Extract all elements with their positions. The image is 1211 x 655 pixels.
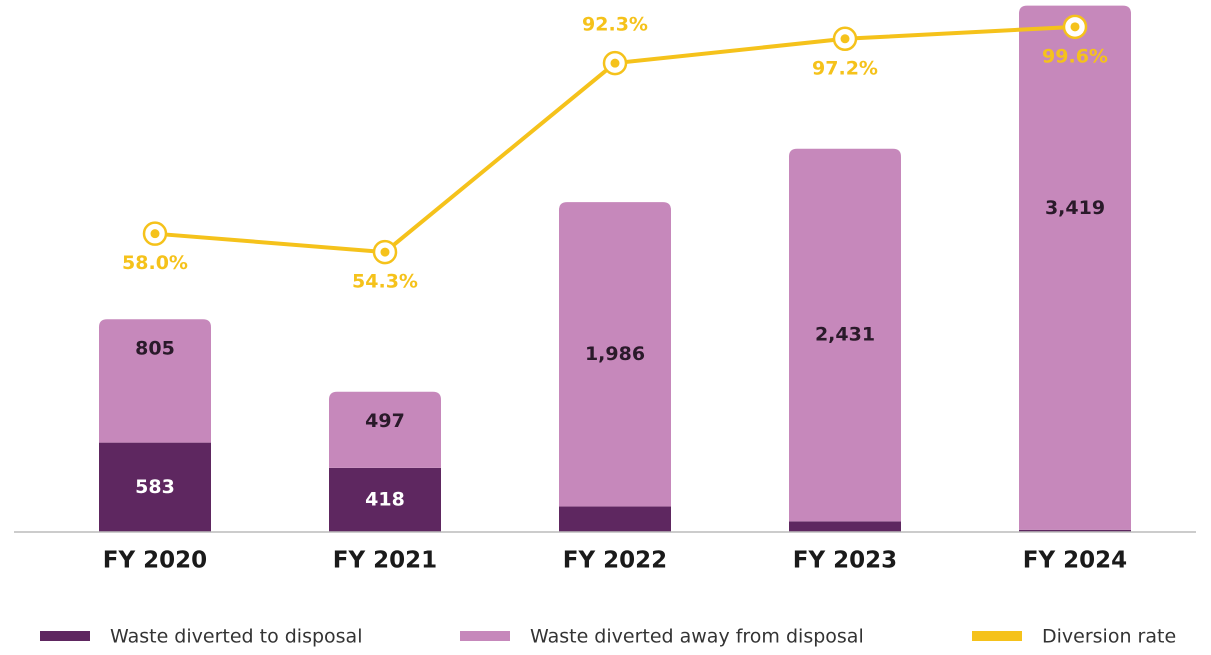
bar-value-label: 3,419 bbox=[1045, 197, 1105, 219]
line-marker bbox=[150, 229, 160, 239]
bar-value-label: 2,431 bbox=[815, 324, 875, 346]
bar-segment bbox=[789, 148, 901, 522]
line-marker bbox=[610, 58, 620, 68]
bar-value-label: 418 bbox=[365, 488, 405, 510]
bar-segment bbox=[329, 467, 441, 532]
line-value-label: 99.6% bbox=[1042, 45, 1108, 67]
bar-value-label: 805 bbox=[135, 338, 175, 360]
legend-label: Waste diverted to disposal bbox=[110, 626, 362, 648]
legend-swatch bbox=[40, 631, 90, 641]
bar-segment bbox=[99, 442, 211, 532]
bar-segment bbox=[329, 391, 441, 468]
line-marker bbox=[1070, 22, 1080, 32]
line-value-label: 58.0% bbox=[122, 252, 188, 274]
line-marker bbox=[840, 34, 850, 44]
line-marker bbox=[380, 247, 390, 257]
bar-segment bbox=[1019, 5, 1131, 530]
bar-segment bbox=[1019, 529, 1131, 532]
bar-segment bbox=[559, 202, 671, 507]
line-value-label: 92.3% bbox=[582, 14, 648, 36]
line-value-label: 54.3% bbox=[352, 271, 418, 293]
x-tick-label: FY 2022 bbox=[563, 548, 667, 574]
legend-label: Waste diverted away from disposal bbox=[530, 626, 864, 648]
bar-value-label: 583 bbox=[135, 476, 175, 498]
line-value-label: 97.2% bbox=[812, 57, 878, 79]
bar-segment bbox=[559, 506, 671, 532]
bar-segment bbox=[99, 319, 211, 443]
legend-swatch bbox=[460, 631, 510, 641]
x-tick-label: FY 2023 bbox=[793, 548, 897, 574]
x-tick-label: FY 2024 bbox=[1023, 548, 1127, 574]
x-tick-label: FY 2021 bbox=[333, 548, 437, 574]
bar-value-label: 1,986 bbox=[585, 343, 645, 365]
legend-swatch bbox=[972, 631, 1022, 641]
legend-label: Diversion rate bbox=[1042, 626, 1176, 648]
bar-value-label: 497 bbox=[365, 410, 405, 432]
x-tick-label: FY 2020 bbox=[103, 548, 207, 574]
bar-segment bbox=[789, 521, 901, 532]
